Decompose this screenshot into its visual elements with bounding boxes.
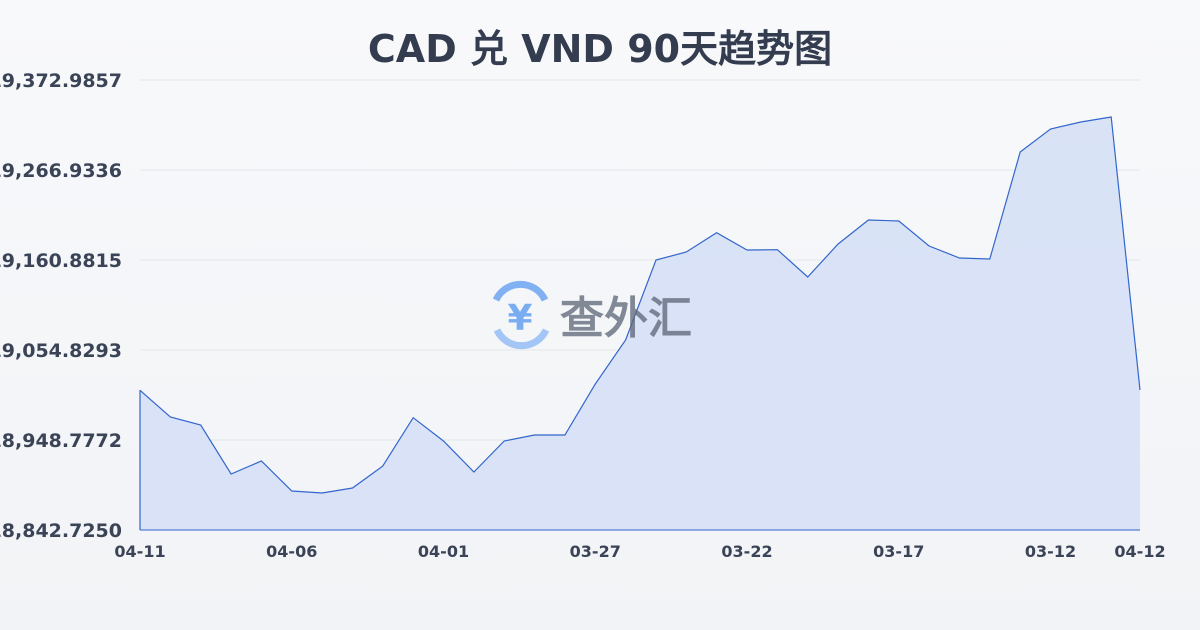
x-tick-label: 04-11 — [114, 542, 165, 561]
svg-text:¥: ¥ — [507, 298, 532, 339]
x-tick-label: 03-27 — [570, 542, 621, 561]
y-tick-label: 18,842.7250 — [0, 520, 122, 542]
chart-title: CAD 兑 VND 90天趋势图 — [367, 27, 833, 71]
x-tick-label: 03-12 — [1025, 542, 1076, 561]
x-tick-label: 03-22 — [721, 542, 772, 561]
y-tick-label: 18,948.7772 — [0, 430, 122, 452]
series-line — [139, 116, 1141, 494]
y-tick-label: 19,266.9336 — [0, 160, 122, 182]
x-tick-label: 04-12 — [1114, 542, 1165, 561]
x-tick-label: 04-06 — [266, 542, 317, 561]
watermark: ¥ 查外汇 — [492, 280, 692, 350]
y-tick-label: 19,160.8815 — [0, 250, 122, 272]
area-fill — [140, 117, 1140, 530]
yen-exchange-icon: ¥ — [492, 280, 550, 350]
y-tick-label: 19,054.8293 — [0, 340, 122, 362]
x-tick-label: 04-01 — [418, 542, 469, 561]
x-tick-label: 03-17 — [873, 542, 924, 561]
watermark-text: 查外汇 — [560, 293, 692, 344]
y-tick-label: 19,372.9857 — [0, 70, 122, 92]
